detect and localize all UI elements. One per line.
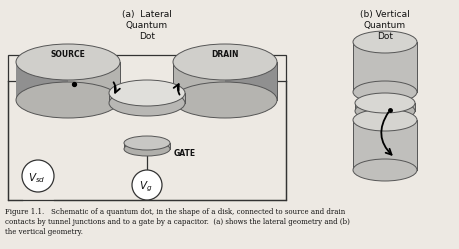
Ellipse shape bbox=[355, 93, 415, 113]
Ellipse shape bbox=[109, 90, 185, 116]
Text: $V_{sd}$: $V_{sd}$ bbox=[28, 171, 46, 185]
Ellipse shape bbox=[16, 82, 120, 118]
Text: the vertical geometry.: the vertical geometry. bbox=[5, 228, 83, 236]
Text: GATE: GATE bbox=[174, 148, 196, 158]
Text: (a)  Lateral
Quantum
Dot: (a) Lateral Quantum Dot bbox=[122, 10, 172, 41]
Bar bbox=[355, 103, 415, 111]
Ellipse shape bbox=[353, 109, 417, 131]
Bar bbox=[353, 120, 417, 170]
Circle shape bbox=[132, 170, 162, 200]
Text: SOURCE: SOURCE bbox=[50, 50, 85, 59]
Ellipse shape bbox=[124, 136, 170, 150]
Bar bbox=[16, 62, 120, 100]
Ellipse shape bbox=[124, 142, 170, 156]
Bar bbox=[353, 42, 417, 92]
Bar bbox=[16, 62, 68, 100]
Ellipse shape bbox=[173, 82, 277, 118]
Ellipse shape bbox=[16, 44, 120, 80]
Ellipse shape bbox=[353, 31, 417, 53]
Text: DRAIN: DRAIN bbox=[211, 50, 239, 59]
Ellipse shape bbox=[109, 80, 185, 106]
Text: contacts by tunnel junctions and to a gate by a capacitor.  (a) shows the latera: contacts by tunnel junctions and to a ga… bbox=[5, 218, 350, 226]
Circle shape bbox=[22, 160, 54, 192]
Ellipse shape bbox=[353, 81, 417, 103]
Text: $V_g$: $V_g$ bbox=[139, 180, 153, 194]
Bar bbox=[124, 143, 170, 149]
Bar bbox=[173, 62, 277, 100]
Ellipse shape bbox=[353, 159, 417, 181]
Bar bbox=[109, 93, 185, 103]
Bar bbox=[225, 62, 277, 100]
Text: (b) Vertical
Quantum
Dot: (b) Vertical Quantum Dot bbox=[360, 10, 410, 41]
Text: Figure 1.1.   Schematic of a quantum dot, in the shape of a disk, connected to s: Figure 1.1. Schematic of a quantum dot, … bbox=[5, 208, 345, 216]
Ellipse shape bbox=[355, 101, 415, 121]
Ellipse shape bbox=[173, 44, 277, 80]
Bar bbox=[8, 55, 286, 200]
